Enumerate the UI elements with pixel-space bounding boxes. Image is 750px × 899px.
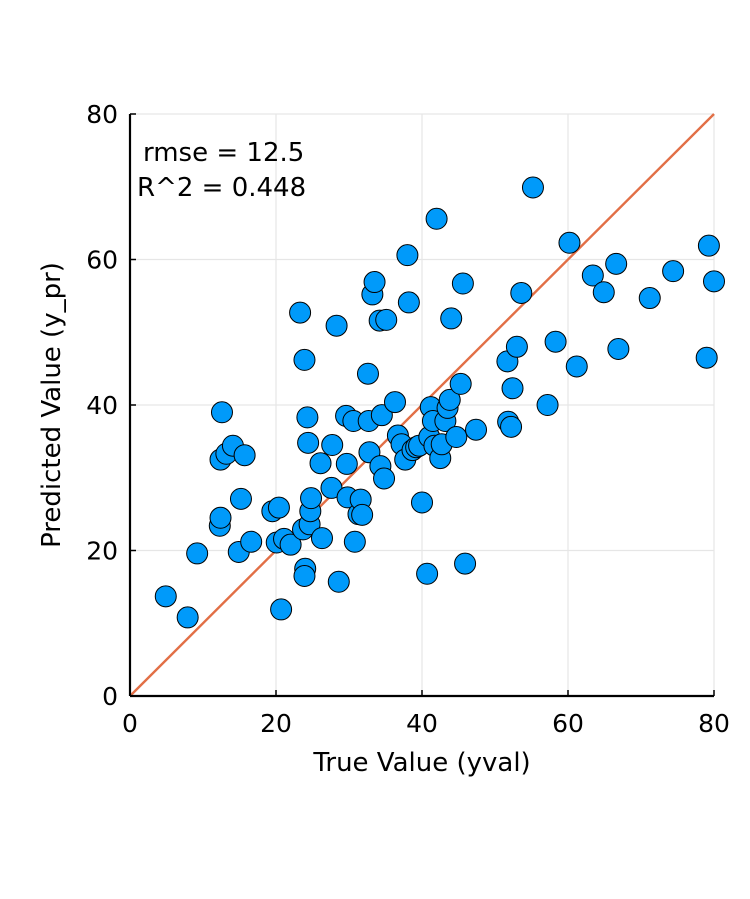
data-point: [396, 244, 419, 267]
data-point: [309, 452, 332, 475]
data-point: [558, 231, 581, 254]
data-point: [695, 346, 718, 369]
x-tick-label: 40: [406, 709, 438, 738]
data-point: [233, 444, 256, 467]
r2-annotation: R^2 = 0.448: [137, 173, 306, 203]
data-point: [581, 264, 604, 287]
data-point: [373, 467, 396, 490]
data-point: [325, 314, 348, 337]
data-point: [662, 260, 685, 283]
y-axis-label: Predicted Value (y_pr): [37, 262, 67, 548]
data-point: [438, 388, 461, 411]
y-tick-label: 20: [86, 537, 118, 566]
x-tick-label: 0: [122, 709, 138, 738]
data-point: [703, 270, 725, 293]
data-point: [267, 496, 290, 519]
data-point: [176, 606, 199, 629]
y-tick-label: 0: [102, 682, 118, 711]
data-point: [356, 362, 379, 385]
data-point: [210, 401, 233, 424]
data-point: [297, 431, 320, 454]
data-point: [363, 271, 386, 294]
data-point: [335, 452, 358, 475]
x-axis-label: True Value (yval): [312, 748, 530, 778]
y-tick-label: 80: [86, 100, 118, 129]
data-point: [416, 562, 439, 585]
data-point: [536, 394, 559, 416]
data-point: [327, 570, 350, 593]
data-point: [500, 415, 523, 438]
data-point: [454, 552, 477, 575]
data-point: [293, 564, 316, 587]
data-point: [501, 377, 524, 400]
data-point: [289, 301, 312, 324]
data-point: [351, 503, 374, 526]
data-point: [343, 530, 366, 553]
rmse-annotation: rmse = 12.5: [143, 138, 304, 168]
x-tick-label: 80: [698, 709, 730, 738]
data-point: [510, 281, 533, 304]
data-point: [300, 487, 323, 510]
data-point: [310, 527, 333, 550]
x-tick-label: 20: [260, 709, 292, 738]
data-point: [449, 372, 472, 395]
y-tick-label: 40: [86, 391, 118, 420]
data-point: [375, 308, 398, 331]
data-point: [445, 426, 468, 449]
y-tick-label: 60: [86, 246, 118, 275]
data-point: [638, 287, 661, 310]
data-point: [607, 337, 630, 360]
data-point: [592, 281, 615, 304]
data-point: [209, 506, 232, 529]
axes: [128, 113, 715, 698]
data-points: [154, 176, 725, 629]
data-point: [465, 418, 488, 441]
data-point: [544, 330, 567, 353]
data-point: [451, 272, 474, 295]
data-point: [240, 530, 263, 553]
data-point: [397, 291, 420, 314]
data-point: [605, 252, 628, 275]
data-point: [383, 391, 406, 414]
data-point: [565, 355, 588, 378]
x-tick-label: 60: [552, 709, 584, 738]
tick-labels: 0 20 40 60 80 0 20 40 60 80: [86, 100, 730, 738]
data-point: [279, 533, 302, 556]
data-point: [293, 348, 316, 371]
data-point: [521, 176, 544, 199]
data-point: [321, 434, 344, 457]
data-point: [229, 487, 252, 510]
data-point: [697, 234, 720, 257]
data-point: [154, 585, 177, 608]
data-point: [296, 406, 319, 429]
data-point: [440, 307, 463, 330]
data-point: [411, 491, 433, 514]
data-point: [270, 598, 293, 621]
data-point: [505, 335, 528, 358]
data-point: [425, 207, 448, 230]
data-point: [370, 404, 393, 427]
data-point: [186, 542, 209, 565]
